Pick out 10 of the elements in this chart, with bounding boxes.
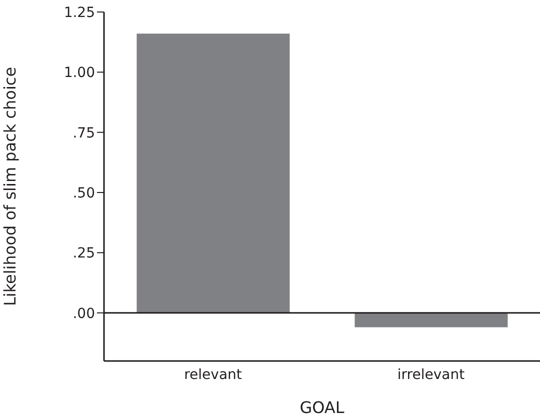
x-tick-label: irrelevant (397, 366, 466, 383)
y-tick-label: .00 (72, 306, 95, 322)
y-tick-label: 1.00 (64, 65, 95, 82)
x-axis-title: GOAL (300, 398, 344, 417)
y-tick-label: 1.25 (64, 4, 95, 21)
y-axis-title: Likelihood of slim pack choice (0, 66, 20, 306)
y-tick-label: .75 (72, 125, 95, 142)
y-tick-label: .50 (72, 185, 95, 202)
y-tick-label: .25 (72, 246, 95, 262)
x-tick-label: relevant (184, 366, 242, 383)
